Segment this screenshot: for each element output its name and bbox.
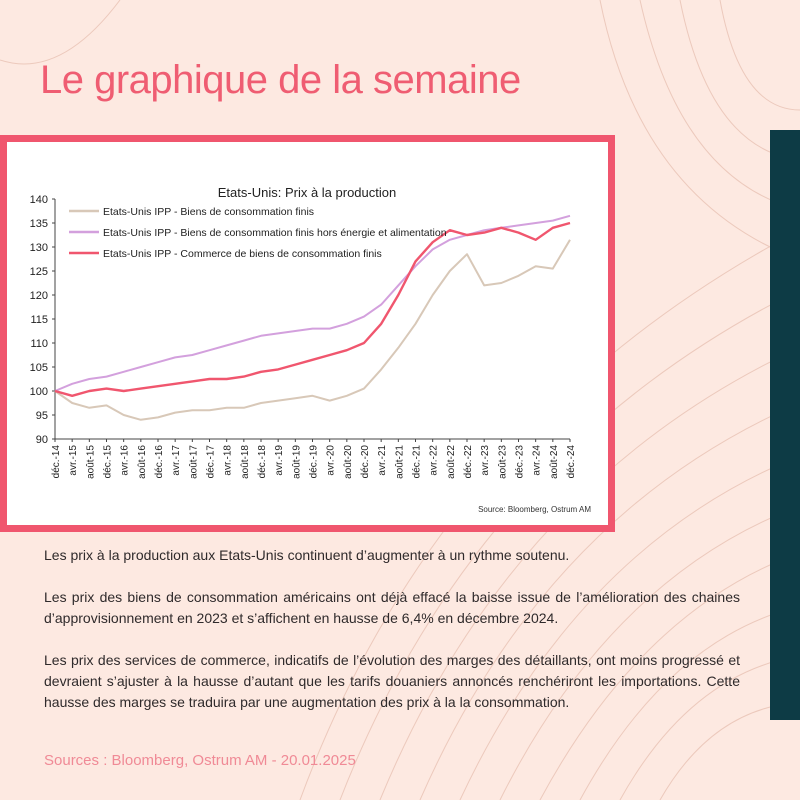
x-tick-label: août-21 [394,445,405,479]
y-tick-label: 140 [30,194,48,206]
y-tick-label: 115 [30,314,48,326]
x-tick-label: avr.-24 [532,445,543,476]
y-tick-label: 95 [36,410,48,422]
series-line-1 [54,239,571,421]
y-axis: 90 95 100 105 110 115 120 125 130 135 140 [30,194,56,446]
y-tick-label: 130 [30,242,48,254]
x-tick-label: avr.-22 [429,445,440,476]
commentary: Les prix à la production aux Etats-Unis … [44,545,740,734]
series-line-3 [54,221,571,397]
x-tick-label: août-20 [343,445,354,479]
x-tick-label: avr.-17 [171,445,182,476]
y-tick-label: 135 [30,218,48,230]
x-tick-label: avr.-20 [326,445,337,476]
chart-panel: Etats-Unis: Prix à la production 90 95 100… [7,142,608,525]
x-tick-label: déc.-15 [103,445,114,479]
legend-label-3: Etats-Unis IPP - Commerce de biens de co… [103,248,382,260]
x-tick-label: déc.-20 [360,445,371,479]
chart-frame: Etats-Unis: Prix à la production 90 95 100… [0,135,615,532]
y-tick-label: 110 [30,338,48,350]
x-tick-label: avr.-23 [480,445,491,476]
x-tick-label: avr.-18 [223,445,234,476]
legend: Etats-Unis IPP - Biens de consommation f… [69,206,447,260]
x-tick-label: déc.-14 [51,445,62,479]
side-accent-bar [770,130,800,720]
chart-source: Source: Bloomberg, Ostrum AM [478,505,591,514]
x-tick-label: déc.-21 [412,445,423,479]
x-tick-label: déc.-17 [206,445,217,479]
y-tick-label: 125 [30,266,48,278]
y-tick-label: 120 [30,290,48,302]
x-axis: déc.-14 avr.-15 août-15 déc.-15 avr.-16 août-… [51,438,577,479]
paragraph-2: Les prix des biens de consommation améri… [44,589,740,626]
y-tick-label: 90 [36,434,48,446]
y-tick-label: 105 [30,362,48,374]
x-tick-label: août-17 [188,445,199,479]
series-line-2 [54,214,571,392]
legend-label-2: Etats-Unis IPP - Biens de consommation f… [103,227,447,239]
x-tick-label: avr.-16 [120,445,131,476]
x-tick-label: déc.-16 [154,445,165,479]
page-title: Le graphique de la semaine [40,58,521,102]
x-tick-label: déc.-19 [309,445,320,479]
x-tick-label: déc.-23 [515,445,526,479]
x-tick-label: avr.-21 [377,445,388,476]
y-tick-label: 100 [30,386,48,398]
x-tick-label: déc.-24 [566,445,577,479]
x-tick-label: août-19 [291,445,302,479]
chart-title: Etats-Unis: Prix à la production [218,185,396,200]
x-tick-label: août-15 [85,445,96,479]
paragraph-1: Les prix à la production aux Etats-Unis … [44,547,570,563]
x-tick-label: août-23 [497,445,508,479]
x-tick-label: avr.-19 [274,445,285,476]
line-chart: Etats-Unis: Prix à la production 90 95 100… [30,185,592,514]
x-tick-label: avr.-15 [68,445,79,476]
legend-label-1: Etats-Unis IPP - Biens de consommation f… [103,206,314,218]
x-tick-label: août-16 [137,445,148,479]
sources-note: Sources : Bloomberg, Ostrum AM - 20.01.2… [44,752,356,769]
x-tick-label: août-18 [240,445,251,479]
paragraph-3: Les prix des services de commerce, indic… [44,652,740,710]
x-tick-label: août-24 [549,445,560,479]
x-tick-label: août-22 [446,445,457,479]
series-lines [54,214,571,421]
x-tick-label: déc.-18 [257,445,268,479]
x-tick-label: déc.-22 [463,445,474,479]
